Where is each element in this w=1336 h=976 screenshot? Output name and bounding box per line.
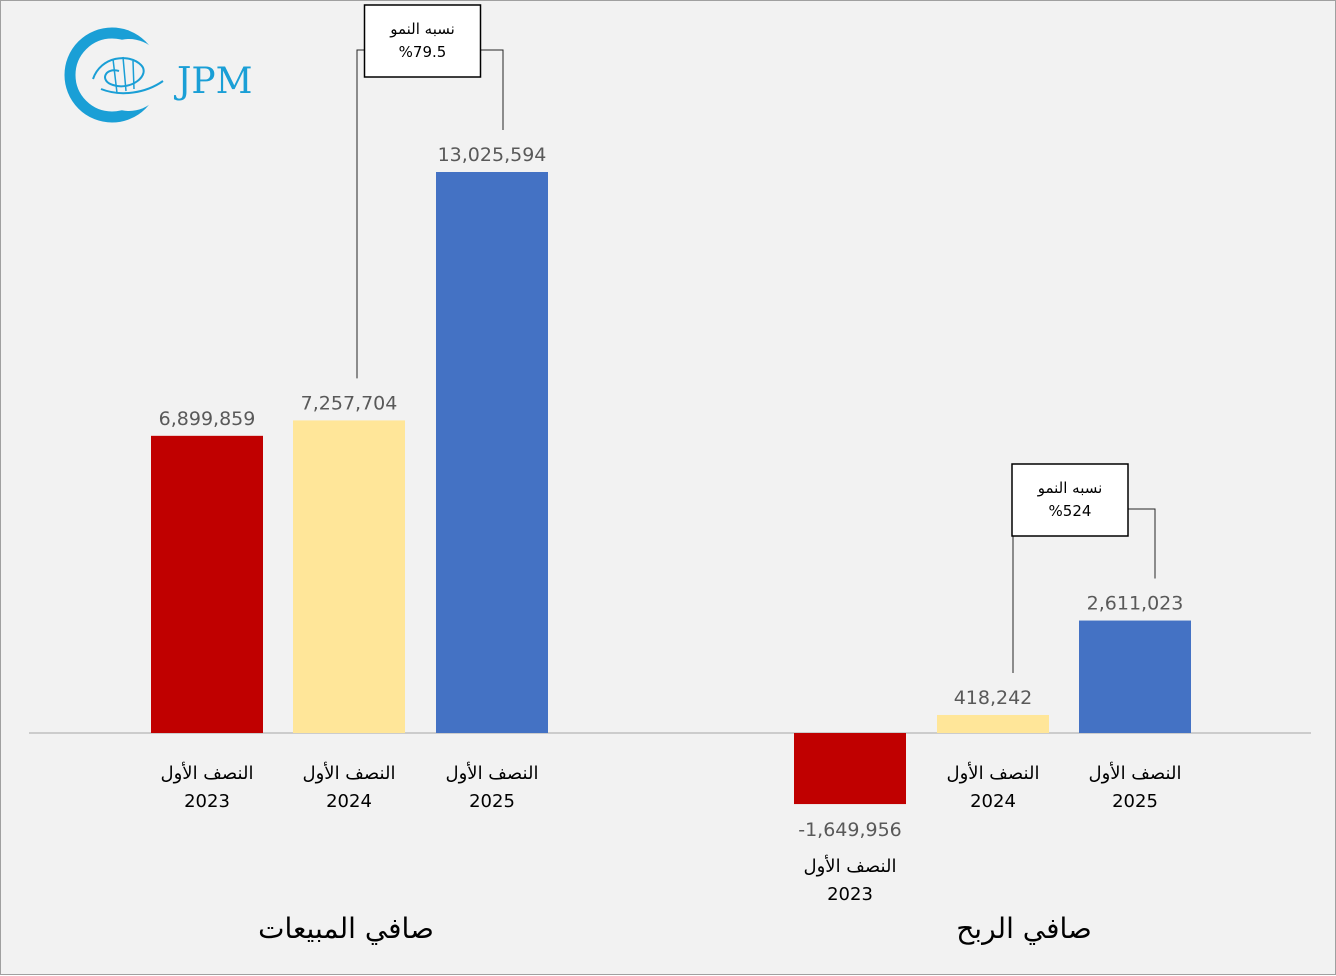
category-year-label: 2024 — [326, 791, 372, 812]
category-year-label: 2023 — [827, 884, 873, 905]
category-label: النصف الأول — [303, 762, 396, 784]
chart-title: صافي الربح — [956, 912, 1092, 945]
category-label: النصف الأول — [446, 762, 539, 784]
category-label: النصف الأول — [161, 762, 254, 784]
bar-sales-2023 — [151, 435, 263, 733]
bar-profit-2024 — [937, 714, 1049, 733]
callout-title: نسبه النمو — [1037, 479, 1103, 497]
data-label: 6,899,859 — [159, 408, 256, 430]
category-label: النصف الأول — [804, 855, 897, 877]
data-label: -1,649,956 — [798, 819, 902, 841]
jpm-logo: JPM — [64, 27, 253, 123]
callout-leader-right — [1128, 508, 1156, 579]
callouts-layer: نسبه النمو %79.5 نسبه النمو %524 — [356, 4, 1156, 673]
callout-box — [363, 4, 482, 78]
data-label: 418,242 — [954, 687, 1033, 709]
category-label: النصف الأول — [1089, 762, 1182, 784]
bar-sales-2025 — [436, 172, 548, 733]
bars-layer — [151, 172, 1191, 805]
category-year-label: 2025 — [1112, 791, 1158, 812]
bar-profit-2025 — [1079, 620, 1191, 733]
logo-emblem-icon — [64, 27, 165, 123]
labels-layer: 6,899,859 النصف الأول 2023 7,257,704 النصف ا… — [159, 144, 1184, 945]
data-label: 2,611,023 — [1087, 593, 1184, 615]
bar-profit-2023 — [794, 733, 906, 805]
category-year-label: 2024 — [970, 791, 1016, 812]
callout-leader-left — [356, 49, 365, 379]
chart-title: صافي المبيعات — [258, 912, 434, 945]
callout-value: %79.5 — [399, 43, 447, 61]
callout-box — [1011, 463, 1129, 537]
data-label: 7,257,704 — [301, 392, 398, 414]
data-label: 13,025,594 — [438, 144, 547, 166]
callout-title: نسبه النمو — [389, 20, 455, 38]
growth-callout: نسبه النمو %79.5 — [356, 4, 504, 379]
logo-text: JPM — [173, 61, 253, 102]
bar-sales-2024 — [293, 420, 405, 733]
category-year-label: 2023 — [184, 791, 230, 812]
category-label: النصف الأول — [947, 762, 1040, 784]
callout-leader-right — [480, 49, 504, 130]
category-year-label: 2025 — [469, 791, 515, 812]
growth-callout: نسبه النمو %524 — [1011, 463, 1156, 673]
callout-value: %524 — [1049, 502, 1092, 520]
